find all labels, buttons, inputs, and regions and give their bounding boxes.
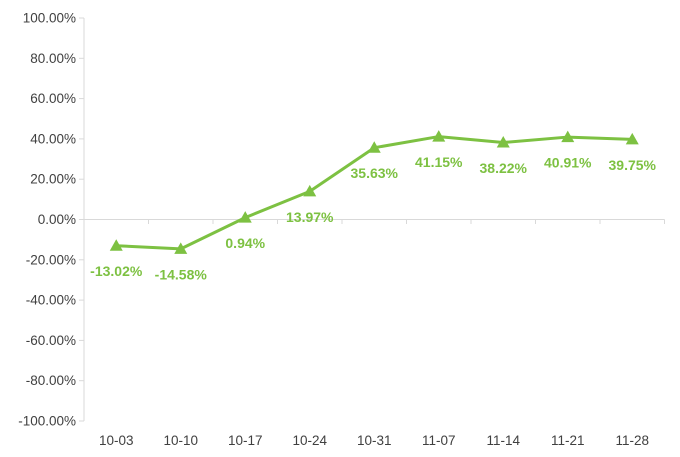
y-axis-label: -80.00% [26,373,76,388]
data-point-label: 40.91% [544,155,592,171]
data-point-marker [561,130,575,143]
data-point-marker [238,211,252,223]
y-axis-label: -60.00% [26,333,76,348]
x-axis-label: 11-14 [486,433,520,448]
data-point-label: 35.63% [351,165,399,181]
y-axis-label: -40.00% [26,293,76,308]
data-point-marker [367,141,381,153]
x-axis-label: 10-24 [292,433,327,448]
y-axis-label: -100.00% [18,414,76,429]
y-axis-label: 80.00% [30,51,76,66]
y-axis-label: -20.00% [26,252,76,267]
data-point-label: 0.94% [225,235,265,251]
data-point-marker [625,132,639,145]
x-axis-label: 10-10 [163,433,198,448]
data-point-marker [303,184,317,197]
x-axis-label: 11-07 [422,433,456,448]
y-axis-label: 60.00% [30,91,76,106]
data-point-label: -14.58% [155,266,208,282]
x-axis-label: 10-17 [228,433,263,448]
x-axis-label: 10-31 [357,433,392,448]
data-point-label: 38.22% [480,160,528,176]
data-point-marker [109,239,123,251]
series-line [114,135,634,251]
data-point-label: 41.15% [415,154,463,170]
data-point-label: -13.02% [90,263,143,279]
y-axis-label: 20.00% [30,172,76,187]
data-point-marker [174,242,188,254]
x-axis-label: 11-28 [615,433,649,448]
x-axis-label: 11-21 [551,433,585,448]
y-axis-label: 100.00% [23,11,76,26]
data-point-label: 13.97% [286,209,334,225]
x-axis-label: 10-03 [99,433,134,448]
data-point-marker [496,135,510,148]
data-point-label: 39.75% [609,157,657,173]
y-axis-label: 40.00% [30,131,76,146]
y-axis-label: 0.00% [38,212,76,227]
data-point-marker [432,130,446,142]
